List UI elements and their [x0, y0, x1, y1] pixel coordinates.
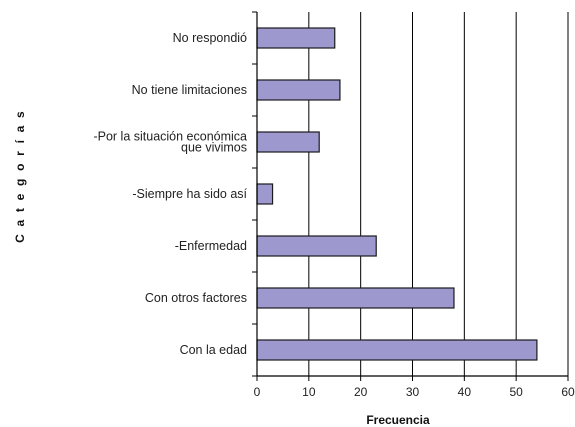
x-tick-label-40: 40	[458, 385, 472, 399]
bars	[256, 27, 538, 361]
bar-3	[256, 183, 274, 205]
bar-6	[256, 339, 538, 361]
grid-lines	[308, 12, 569, 376]
category-label-1: No tiene limitaciones	[132, 83, 247, 97]
category-labels: No respondió No tiene limitaciones -Por la…	[93, 31, 247, 357]
x-axis-title: Frecuencia	[366, 413, 430, 427]
category-label-4: -Enfermedad	[175, 239, 247, 253]
x-tick-label-60: 60	[561, 385, 575, 399]
bar-5	[256, 287, 455, 309]
bar-4	[256, 235, 377, 257]
x-tick-label-0: 0	[254, 385, 261, 399]
category-label-0: No respondió	[173, 31, 247, 45]
bar-1	[256, 79, 341, 101]
category-label-6: Con la edad	[180, 343, 247, 357]
bar-0	[256, 27, 336, 49]
category-label-2: -Por la situación económica que vivimos	[93, 130, 247, 155]
x-tick-label-10: 10	[302, 385, 316, 399]
x-tick-label-50: 50	[509, 385, 523, 399]
axes	[252, 11, 569, 381]
x-tick-label-30: 30	[406, 385, 420, 399]
x-tick-label-20: 20	[354, 385, 368, 399]
category-label-5: Con otros factores	[145, 291, 247, 305]
bar-2	[256, 131, 320, 153]
y-axis-title: C a t e g o r í a s	[13, 109, 27, 243]
category-label-3: -Siempre ha sido así	[132, 187, 247, 201]
x-tick-labels: 0 10 20 30 40 50 60	[254, 385, 575, 399]
